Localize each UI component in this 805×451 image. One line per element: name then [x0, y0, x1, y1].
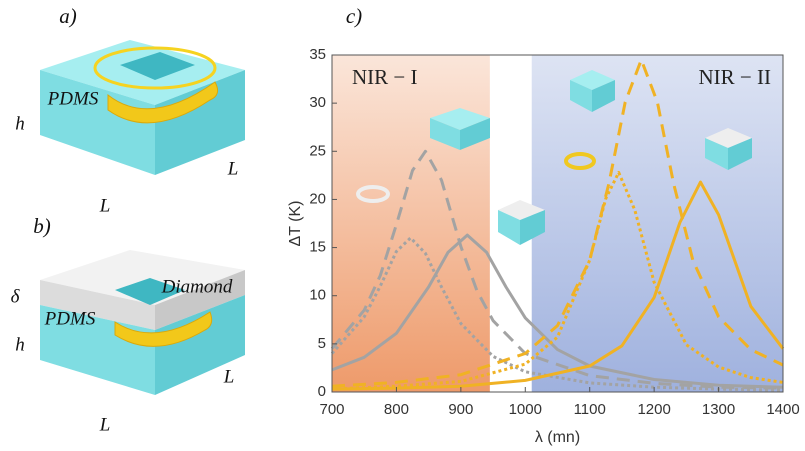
schematic-label: L: [227, 158, 239, 179]
y-axis-label: ΔT (K): [287, 201, 304, 247]
region-label: NIR − I: [352, 65, 418, 89]
x-tick-label: 1300: [702, 401, 735, 418]
y-tick-label: 10: [309, 287, 326, 304]
x-tick-label: 1200: [637, 401, 670, 418]
schematic-label: L: [99, 195, 111, 216]
x-tick-label: 700: [319, 401, 344, 418]
schematic-label: Diamond: [161, 276, 233, 297]
y-tick-label: 20: [309, 190, 326, 207]
schematic-label: h: [15, 334, 25, 355]
y-tick-label: 35: [309, 46, 326, 63]
schematic-label: a): [59, 4, 77, 28]
schematic-label: b): [33, 214, 51, 238]
x-tick-label: 900: [448, 401, 473, 418]
x-tick-label: 1000: [509, 401, 542, 418]
panel-label: c): [346, 4, 362, 28]
x-tick-label: 1100: [574, 401, 606, 418]
y-tick-label: 5: [318, 335, 326, 352]
x-tick-label: 800: [384, 401, 409, 418]
y-tick-label: 25: [309, 142, 326, 159]
y-tick-label: 30: [309, 94, 326, 111]
x-axis-label: λ (mn): [535, 429, 580, 446]
region: [332, 55, 490, 392]
schematic-label: L: [99, 414, 111, 435]
x-tick-label: 1400: [766, 401, 799, 418]
schematic-label: h: [15, 113, 25, 134]
chart: NIR − I NIR − II 0 5 10 15 20 25 30 35 700 800 900 10…: [287, 46, 799, 446]
region-label: NIR − II: [699, 65, 772, 89]
y-tick-label: 0: [318, 383, 326, 400]
schematic-label: PDMS: [47, 88, 99, 109]
y-tick-label: 15: [309, 239, 326, 256]
schematic-label: L: [223, 366, 235, 387]
figure: NIR − I NIR − II 0 5 10 15 20 25 30 35 700 800 900 10…: [0, 0, 805, 451]
page: { "schematic_labels": ["a)", "PDMS", "h"…: [0, 0, 805, 451]
schematic-label: δ: [11, 286, 21, 307]
schematic-label: PDMS: [44, 308, 96, 329]
